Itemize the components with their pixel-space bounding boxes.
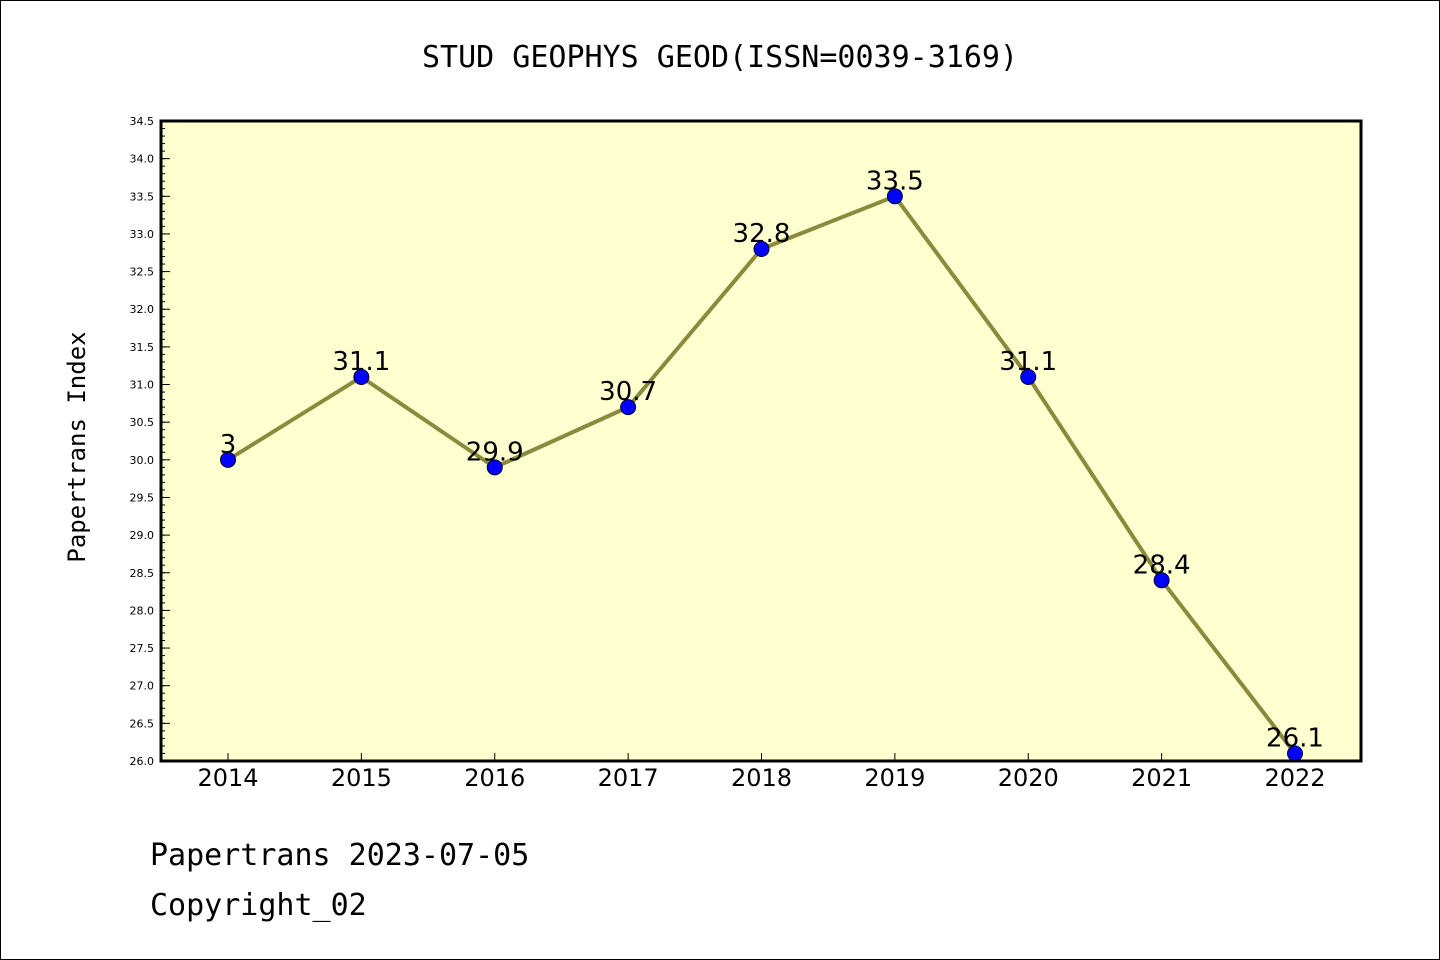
data-label: 31.1 [999, 347, 1057, 377]
y-tick-label: 29.0 [130, 529, 155, 542]
data-labels: 3 31.1 29.9 30.7 32.8 33.5 31.1 28.4 26.1 [220, 166, 1324, 753]
data-label: 30.7 [599, 377, 657, 407]
x-tick-label: 2014 [197, 764, 258, 792]
y-tick-label: 33.5 [130, 190, 155, 203]
y-tick-label: 26.5 [130, 717, 155, 730]
y-tick-label: 28.5 [130, 567, 155, 580]
x-tick-label: 2016 [464, 764, 525, 792]
y-tick-label: 34.0 [130, 153, 155, 166]
data-point [486, 459, 503, 476]
y-tick-label: 29.5 [130, 491, 155, 504]
y-tick-label: 32.0 [130, 303, 155, 316]
x-tick-labels: 2014 2015 2016 2017 2018 2019 2020 2021 2022 [197, 764, 1325, 792]
x-tick-label: 2021 [1131, 764, 1192, 792]
data-label: 3 [220, 430, 237, 460]
y-tick-label: 34.5 [130, 115, 155, 128]
data-point [353, 369, 370, 385]
data-point [620, 399, 637, 416]
y-tick-label: 27.5 [130, 642, 155, 655]
data-point [886, 188, 903, 205]
data-label: 28.4 [1133, 550, 1191, 580]
x-tick-label: 2018 [731, 764, 792, 792]
y-tick-label: 31.0 [130, 379, 155, 392]
data-label: 33.5 [866, 166, 924, 196]
data-label: 31.1 [332, 347, 390, 377]
x-tick-label: 2015 [331, 764, 392, 792]
y-tick-label: 32.5 [130, 266, 155, 279]
data-label: 29.9 [466, 437, 524, 467]
footer-date: Papertrans 2023-07-05 [150, 838, 529, 873]
x-tick-label: 2020 [998, 764, 1059, 792]
data-point [1020, 369, 1037, 385]
plot-border [159, 119, 1363, 763]
x-tick-label: 2022 [1264, 764, 1325, 792]
data-point [220, 451, 236, 468]
footer-copyright: Copyright_02 [150, 888, 367, 923]
plot-area [161, 121, 1361, 761]
y-tick-label: 28.0 [130, 604, 155, 617]
x-tick-label: 2019 [864, 764, 925, 792]
chart-title: STUD GEOPHYS GEOD(ISSN=0039-3169) [422, 40, 1018, 75]
data-label: 26.1 [1266, 723, 1324, 753]
data-point [1153, 572, 1170, 589]
y-tick-labels: 26.0 26.5 27.0 27.5 28.0 28.5 29.0 29.5 30.0 30.5… [130, 115, 155, 768]
y-tick-label: 30.0 [130, 454, 155, 467]
y-tick-label: 27.0 [130, 680, 155, 693]
data-point [753, 241, 770, 257]
y-tick-label: 30.5 [130, 416, 155, 429]
y-tick-label: 33.0 [130, 228, 155, 241]
data-label: 32.8 [733, 219, 791, 249]
x-tick-label: 2017 [598, 764, 659, 792]
y-axis-label: Papertrans Index [63, 331, 91, 562]
y-tick-label: 26.0 [130, 755, 155, 768]
y-tick-label: 31.5 [130, 341, 155, 354]
